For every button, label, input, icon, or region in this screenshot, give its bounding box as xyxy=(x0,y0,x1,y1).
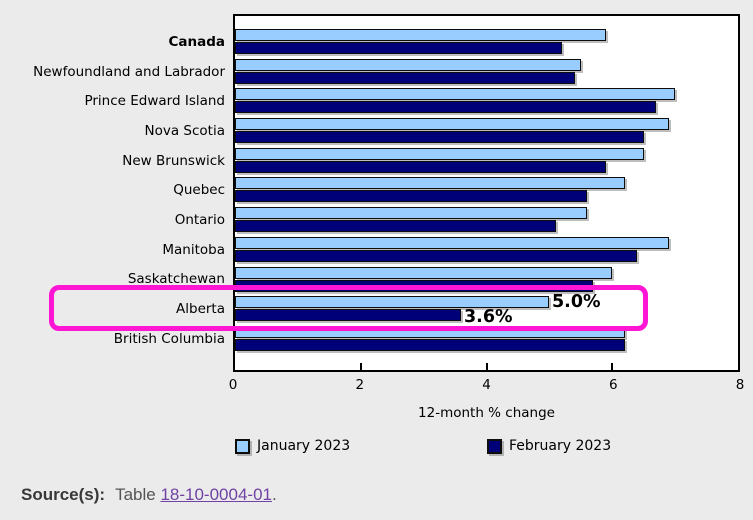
bar-group-british-columbia xyxy=(235,324,738,354)
bar-group-quebec xyxy=(235,175,738,205)
source-prefix: Source(s): xyxy=(21,485,106,504)
x-tick-mark-2 xyxy=(359,363,362,370)
source-text: Table xyxy=(115,485,161,504)
bar-february-2023-nova-scotia xyxy=(235,131,644,144)
source-line: Source(s): Table 18-10-0004-01. xyxy=(21,485,277,505)
chart-row-canada: Canada xyxy=(0,27,738,57)
chart-row-newfoundland-and-labrador: Newfoundland and Labrador xyxy=(0,57,738,87)
x-axis-title: 12-month % change xyxy=(418,405,555,421)
category-label-nova-scotia: Nova Scotia xyxy=(144,122,225,139)
x-axis-tick-labels: 0 2 4 6 8 xyxy=(229,377,745,393)
bar-group-new-brunswick xyxy=(235,146,738,176)
bar-january-2023-british-columbia xyxy=(235,325,625,338)
bar-january-2023-quebec xyxy=(235,177,625,190)
bar-group-saskatchewan xyxy=(235,265,738,295)
bar-february-2023-saskatchewan xyxy=(235,279,594,292)
chart-rows: Canada Newfoundland and Labrador Prince Ed… xyxy=(0,14,740,372)
chart-row-prince-edward-island: Prince Edward Island xyxy=(0,86,738,116)
legend-label-february: February 2023 xyxy=(509,438,612,454)
bar-group-prince-edward-island xyxy=(235,86,738,116)
category-label-new-brunswick: New Brunswick xyxy=(122,152,225,169)
bar-february-2023-newfoundland-and-labrador xyxy=(235,71,575,84)
bar-february-2023-new-brunswick xyxy=(235,160,606,173)
bar-february-2023-british-columbia xyxy=(235,338,625,351)
category-label-canada: Canada xyxy=(168,33,225,50)
bar-january-2023-newfoundland-and-labrador xyxy=(235,58,581,71)
alberta-january-value-label: 5.0% xyxy=(552,292,601,312)
bar-group-alberta xyxy=(235,294,738,324)
bar-january-2023-prince-edward-island xyxy=(235,88,676,101)
bar-february-2023-alberta xyxy=(235,309,462,322)
x-tick-mark-6 xyxy=(611,363,614,370)
chart-row-british-columbia: British Columbia xyxy=(0,324,738,354)
alberta-february-value-label: 3.6% xyxy=(464,307,513,327)
legend-item-february: February 2023 xyxy=(487,438,611,454)
bar-february-2023-prince-edward-island xyxy=(235,101,657,114)
x-tick-label-8: 8 xyxy=(735,377,745,393)
chart-row-nova-scotia: Nova Scotia xyxy=(0,116,738,146)
chart-row-ontario: Ontario xyxy=(0,205,738,235)
bar-february-2023-ontario xyxy=(235,220,556,233)
bar-group-manitoba xyxy=(235,235,738,265)
category-label-quebec: Quebec xyxy=(173,182,225,199)
chart-row-manitoba: Manitoba xyxy=(0,235,738,265)
bar-january-2023-saskatchewan xyxy=(235,266,613,279)
chart-row-saskatchewan: Saskatchewan xyxy=(0,265,738,295)
bar-january-2023-ontario xyxy=(235,207,588,220)
bar-group-nova-scotia xyxy=(235,116,738,146)
bar-january-2023-nova-scotia xyxy=(235,118,669,131)
bar-group-ontario xyxy=(235,205,738,235)
bar-group-canada xyxy=(235,27,738,57)
bar-january-2023-canada xyxy=(235,29,606,41)
chart-row-alberta: Alberta xyxy=(0,294,738,324)
bar-group-newfoundland-and-labrador xyxy=(235,57,738,87)
bar-january-2023-manitoba xyxy=(235,236,669,249)
bar-february-2023-canada xyxy=(235,42,562,54)
source-table-link[interactable]: 18-10-0004-01 xyxy=(160,485,272,504)
bar-january-2023-alberta xyxy=(235,296,550,309)
bar-february-2023-quebec xyxy=(235,190,588,203)
january-swatch-icon xyxy=(235,438,250,454)
bar-january-2023-new-brunswick xyxy=(235,147,644,160)
category-label-prince-edward-island: Prince Edward Island xyxy=(84,93,225,110)
category-label-alberta: Alberta xyxy=(176,301,225,318)
x-tick-label-2: 2 xyxy=(355,377,365,393)
category-label-ontario: Ontario xyxy=(174,211,225,228)
category-label-saskatchewan: Saskatchewan xyxy=(127,271,225,288)
category-label-british-columbia: British Columbia xyxy=(113,330,225,347)
chart-row-new-brunswick: New Brunswick xyxy=(0,146,738,176)
february-swatch-icon xyxy=(487,438,502,454)
x-tick-label-6: 6 xyxy=(608,377,618,393)
source-suffix: . xyxy=(271,485,277,504)
legend-item-january: January 2023 xyxy=(235,438,350,454)
chart-row-quebec: Quebec xyxy=(0,175,738,205)
legend-label-january: January 2023 xyxy=(257,438,351,454)
x-tick-label-0: 0 xyxy=(228,377,238,393)
x-tick-label-4: 4 xyxy=(482,377,491,393)
category-label-manitoba: Manitoba xyxy=(162,241,225,258)
x-tick-mark-4 xyxy=(485,363,488,370)
category-label-newfoundland-and-labrador: Newfoundland and Labrador xyxy=(33,63,225,80)
bar-february-2023-manitoba xyxy=(235,249,638,262)
